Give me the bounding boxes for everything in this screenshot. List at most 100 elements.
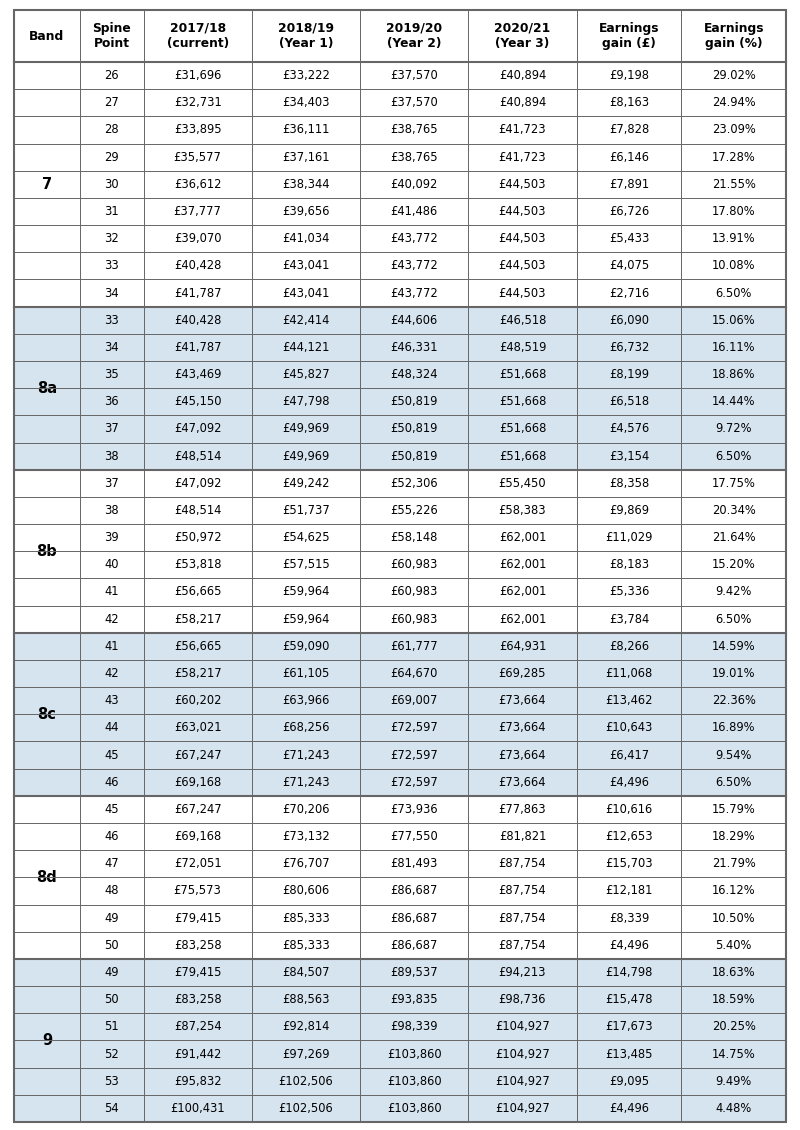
Text: £38,344: £38,344 [282,177,330,191]
Text: £15,478: £15,478 [605,993,653,1006]
Text: £88,563: £88,563 [282,993,330,1006]
Bar [14,252,786,279]
Text: £45,827: £45,827 [282,368,330,381]
Text: 38: 38 [104,450,119,462]
Bar [14,116,786,144]
Bar [14,62,786,89]
Text: £51,668: £51,668 [498,368,546,381]
Text: 21.64%: 21.64% [712,531,755,545]
Text: £44,606: £44,606 [390,314,438,327]
Text: 44: 44 [104,721,119,735]
Text: £46,518: £46,518 [498,314,546,327]
Bar [14,687,786,714]
Text: 15.20%: 15.20% [712,558,755,572]
Text: £85,333: £85,333 [282,912,330,924]
Text: £32,731: £32,731 [174,96,222,110]
Text: £37,570: £37,570 [390,96,438,110]
Text: £44,503: £44,503 [498,287,546,299]
Text: 15.79%: 15.79% [712,803,755,816]
Text: £58,217: £58,217 [174,612,222,626]
Text: Earnings
gain (£): Earnings gain (£) [598,21,659,50]
Text: £41,034: £41,034 [282,232,330,245]
Text: £39,070: £39,070 [174,232,222,245]
Text: £52,306: £52,306 [390,477,438,489]
Text: £83,258: £83,258 [174,993,222,1006]
Text: 2018/19
(Year 1): 2018/19 (Year 1) [278,21,334,50]
Text: £12,653: £12,653 [605,831,653,843]
Text: 26: 26 [104,69,119,82]
Text: 7: 7 [42,176,52,192]
Bar [14,1014,786,1041]
Text: £94,213: £94,213 [498,966,546,979]
Text: 8c: 8c [38,706,56,722]
Text: £40,428: £40,428 [174,314,222,327]
Bar [14,524,786,551]
Text: 17.75%: 17.75% [712,477,755,489]
Bar [14,279,786,306]
Text: £64,670: £64,670 [390,667,438,680]
Text: 17.80%: 17.80% [712,205,755,218]
Text: 9.72%: 9.72% [715,423,752,435]
Text: £48,324: £48,324 [390,368,438,381]
Bar [14,1095,786,1122]
Bar [14,850,786,877]
Text: £50,972: £50,972 [174,531,222,545]
Text: £33,222: £33,222 [282,69,330,82]
Text: £47,798: £47,798 [282,396,330,408]
Text: 28: 28 [104,123,119,137]
Text: £63,966: £63,966 [282,694,330,707]
Text: 49: 49 [104,966,119,979]
Text: £86,687: £86,687 [390,885,438,897]
Text: Spine
Point: Spine Point [92,21,131,50]
Text: 6.50%: 6.50% [715,776,752,789]
Text: 46: 46 [104,831,119,843]
Text: £68,256: £68,256 [282,721,330,735]
Text: £103,860: £103,860 [387,1075,442,1088]
Text: £69,007: £69,007 [390,694,438,707]
Text: £93,835: £93,835 [390,993,438,1006]
Text: 8d: 8d [37,870,58,885]
Text: £13,462: £13,462 [605,694,653,707]
Text: 29.02%: 29.02% [712,69,755,82]
Text: 10.08%: 10.08% [712,260,755,272]
Text: £69,168: £69,168 [174,776,222,789]
Text: 16.89%: 16.89% [712,721,755,735]
Bar [14,551,786,579]
Text: £67,247: £67,247 [174,803,222,816]
Text: £57,515: £57,515 [282,558,330,572]
Text: 19.01%: 19.01% [712,667,755,680]
Text: £50,819: £50,819 [390,450,438,462]
Text: 5.40%: 5.40% [715,939,752,951]
Text: 35: 35 [104,368,119,381]
Text: £43,041: £43,041 [282,260,330,272]
Text: 54: 54 [104,1102,119,1115]
Text: 41: 41 [104,640,119,653]
Bar [14,796,786,823]
Text: £73,664: £73,664 [498,748,546,762]
Text: £104,927: £104,927 [495,1048,550,1061]
Text: Earnings
gain (%): Earnings gain (%) [703,21,764,50]
Text: £58,148: £58,148 [390,531,438,545]
Text: 20.34%: 20.34% [712,504,755,516]
Text: £60,983: £60,983 [390,612,438,626]
Text: £64,931: £64,931 [498,640,546,653]
Text: £72,051: £72,051 [174,858,222,870]
Text: £3,154: £3,154 [609,450,649,462]
Text: £7,828: £7,828 [609,123,649,137]
Text: 42: 42 [104,667,119,680]
Text: £72,597: £72,597 [390,776,438,789]
Text: £6,417: £6,417 [609,748,649,762]
Text: £6,090: £6,090 [609,314,649,327]
Text: 21.79%: 21.79% [712,858,755,870]
Bar [14,660,786,687]
Text: £97,269: £97,269 [282,1048,330,1061]
Bar [14,171,786,198]
Text: £43,469: £43,469 [174,368,222,381]
Text: £40,894: £40,894 [499,69,546,82]
Text: 13.91%: 13.91% [712,232,755,245]
Text: £102,506: £102,506 [278,1102,334,1115]
Text: 21.55%: 21.55% [712,177,755,191]
Text: £92,814: £92,814 [282,1020,330,1033]
Text: £2,716: £2,716 [609,287,649,299]
Text: £41,723: £41,723 [498,150,546,164]
